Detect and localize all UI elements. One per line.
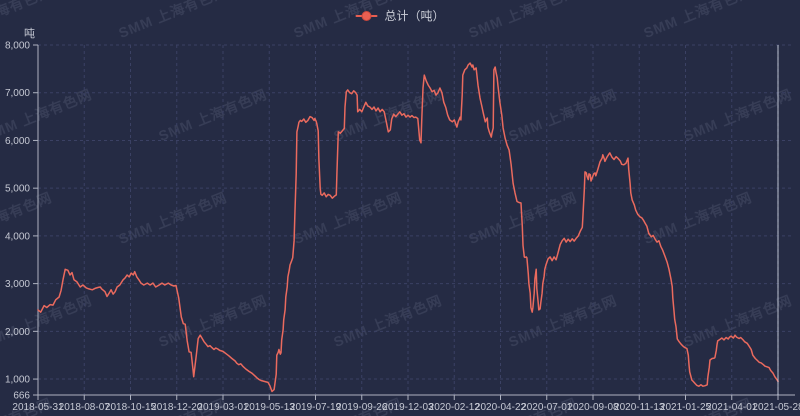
- x-tick-label: 2019-03-01: [197, 402, 249, 413]
- y-tick-label: 7,000: [5, 88, 30, 99]
- x-tick-label: 2018-08-07: [59, 402, 111, 413]
- x-tick-label: 2021-01-25: [660, 402, 712, 413]
- y-tick-label: 6,000: [5, 136, 30, 147]
- x-tick-label: 2020-04-22: [475, 402, 527, 413]
- legend-item-total[interactable]: 总计（吨）: [355, 9, 445, 23]
- y-tick-label: 4,000: [5, 231, 30, 242]
- x-tick-label: 2021-04-01: [706, 402, 758, 413]
- x-tick-label: 2020-09-08: [567, 402, 619, 413]
- x-tick-label: 2019-07-19: [290, 402, 342, 413]
- x-tick-label: 2021-05-28: [752, 402, 800, 413]
- x-tick-label: 2019-05-13: [244, 402, 296, 413]
- y-tick-label: 8,000: [5, 41, 30, 52]
- y-tick-label: 5,000: [5, 184, 30, 195]
- x-tick-label: 2020-02-12: [429, 402, 481, 413]
- x-tick-label: 2020-07-01: [521, 402, 573, 413]
- legend-line-marker-icon: [355, 11, 378, 21]
- y-axis-unit-label: 吨: [24, 28, 35, 40]
- y-tick-label: 666: [13, 391, 30, 402]
- x-tick-label: 2018-05-31: [12, 402, 64, 413]
- series-line-total: [37, 62, 779, 393]
- y-tick-label: 1,000: [5, 375, 30, 386]
- x-tick-label: 2019-09-26: [336, 402, 388, 413]
- y-tick-label: 3,000: [5, 279, 30, 290]
- x-tick-label: 2019-12-03: [382, 402, 434, 413]
- x-tick-label: 2018-10-15: [105, 402, 157, 413]
- x-tick-label: 2020-11-13: [614, 402, 665, 413]
- x-tick-label: 2018-12-20: [151, 402, 203, 413]
- legend-label: 总计（吨）: [384, 9, 445, 23]
- y-tick-label: 2,000: [5, 327, 30, 338]
